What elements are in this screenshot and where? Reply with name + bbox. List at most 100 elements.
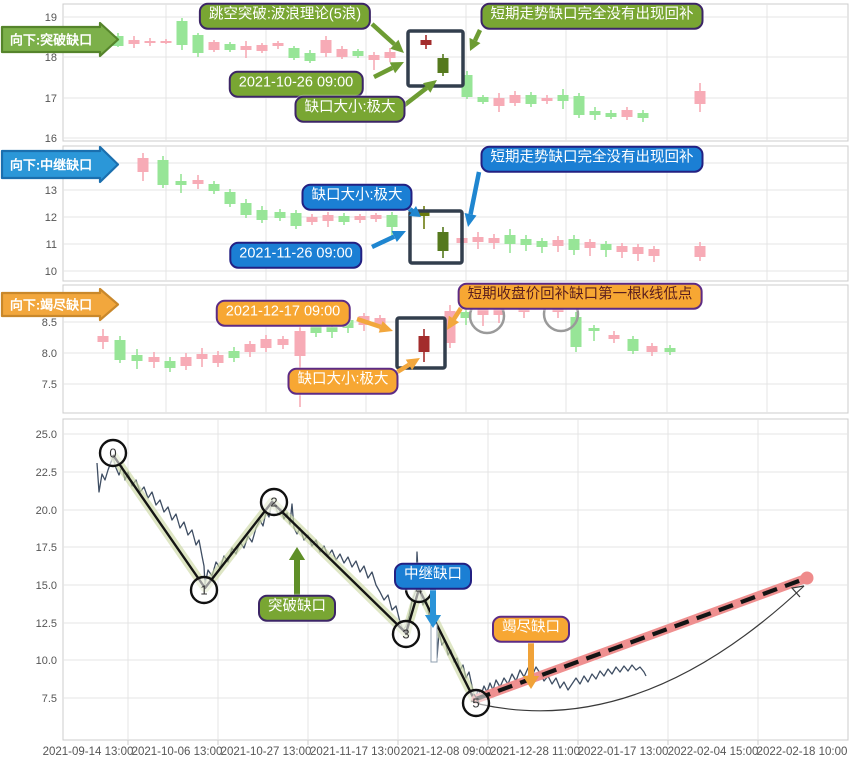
panel-breakaway: 19 18 17 16 向下:突破缺口 [0, 3, 849, 145]
arrow-shaft [356, 316, 382, 330]
candle-body [338, 216, 350, 222]
direction-tag [0, 145, 120, 184]
candle-body [137, 158, 149, 172]
candle-body [244, 344, 256, 352]
candle-body [552, 305, 564, 312]
direction-tag [0, 21, 120, 58]
candle-body [352, 51, 364, 56]
y-tick-label: 10 [45, 266, 57, 278]
candle-body [176, 21, 188, 45]
wave-panel: 25.0 22.5 20.0 17.5 15.0 12.5 10.0 7.5 2021-09-1… [36, 418, 849, 758]
gap-highlight-box [408, 209, 464, 265]
y-tick-label: 20.0 [36, 505, 57, 517]
gap-bar [430, 623, 438, 663]
arrow-head [378, 321, 393, 333]
candle-body [180, 357, 192, 366]
candle-body [460, 312, 472, 318]
wave-point-number: 5 [472, 696, 479, 711]
y-tick-label: 12.5 [36, 618, 57, 630]
y-tick-label: 8.0 [42, 348, 57, 360]
y-tick-label: 10.0 [36, 655, 57, 667]
candle-body [310, 326, 322, 333]
panel-exhaustion: 8.5 8.0 7.5 向下:竭尽缺口 [0, 284, 849, 414]
candle-body [488, 238, 500, 243]
wave-point-circle [189, 575, 219, 605]
arrow-head [390, 39, 404, 53]
arrow-shaft [452, 306, 463, 321]
candle-body [326, 327, 338, 332]
candle-body [288, 48, 300, 58]
candle-body [272, 43, 284, 46]
candle-body [664, 348, 676, 352]
projection-arc [478, 585, 805, 712]
x-tick-label: 2021-12-08 09:00 [401, 746, 492, 758]
x-tick-label: 2021-11-17 13:00 [310, 746, 400, 758]
candle-body [570, 317, 582, 347]
candle-body [504, 235, 516, 244]
candle-body [304, 53, 316, 61]
candle-body [128, 40, 140, 44]
candle-body [131, 355, 143, 361]
candle-body [694, 91, 706, 104]
candle-body [277, 339, 289, 345]
candle-body [525, 95, 537, 104]
arrow-shaft [370, 22, 396, 46]
candle-body [646, 346, 658, 352]
wave-point-number: 1 [200, 583, 207, 598]
backfill-circle [542, 295, 580, 333]
y-tick-label: 15.0 [36, 580, 57, 592]
wave-line [112, 454, 477, 702]
candle-body [374, 318, 386, 326]
candle-body [256, 45, 268, 51]
arrow-head [424, 615, 442, 628]
candle-body [648, 249, 660, 256]
candle-body [518, 306, 530, 312]
candle-body [368, 55, 380, 60]
candle-body [605, 113, 617, 117]
candle-body [240, 46, 252, 50]
candle-body [148, 357, 160, 362]
y-tick-label: 8.5 [42, 317, 57, 329]
candle-body [192, 180, 204, 184]
y-tick-label: 11 [46, 239, 57, 251]
candle-body [637, 113, 649, 118]
candle-body [112, 36, 124, 46]
candle-body [418, 336, 430, 352]
y-tick-label: 7.5 [42, 379, 57, 391]
candle-body [294, 331, 306, 356]
candle-body [212, 355, 224, 363]
candle-body [584, 242, 596, 248]
candle-body [477, 97, 489, 102]
y-tick-label: 18 [45, 52, 57, 64]
candle-body [568, 239, 580, 250]
x-tick-label: 2021-09-14 13:00 [43, 746, 134, 758]
candle-body [386, 215, 398, 227]
x-tick-label: 2021-10-27 13:00 [221, 746, 312, 758]
y-tick-label: 25.0 [36, 429, 57, 441]
candle-body [461, 75, 473, 97]
candle-body [97, 336, 109, 342]
y-tick-label: 16 [45, 133, 57, 145]
arrow-head [408, 206, 421, 217]
candle-body [621, 110, 633, 117]
direction-tag [0, 287, 120, 322]
arrow-shaft [372, 65, 394, 80]
candle-body [160, 41, 172, 43]
candle-body [336, 49, 348, 57]
candle-body [164, 361, 176, 368]
y-tick-label: 17.5 [36, 542, 57, 554]
arrow-head [389, 62, 404, 74]
candle-body [420, 40, 432, 45]
candle-body [477, 309, 489, 315]
candle-body [322, 215, 334, 221]
candle-body [632, 247, 644, 254]
arrow-head [469, 37, 481, 51]
candle-body [627, 339, 639, 351]
candle-body [589, 111, 601, 115]
wave-point-number: 0 [109, 446, 116, 461]
arrow-shaft [472, 29, 483, 42]
panel-border [62, 3, 849, 142]
panel-border [62, 418, 849, 741]
candle-body [274, 212, 286, 218]
